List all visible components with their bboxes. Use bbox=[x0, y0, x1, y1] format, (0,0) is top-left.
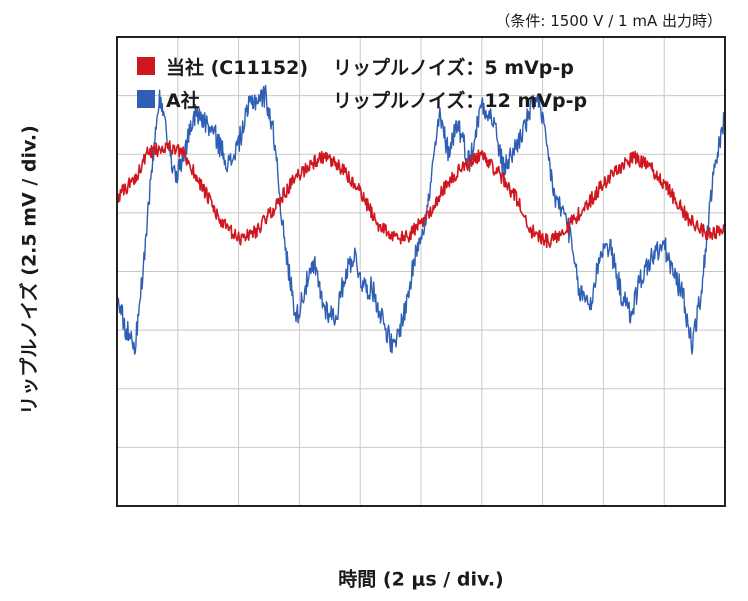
x-axis-label: 時間 (2 μs / div.) bbox=[338, 568, 504, 591]
chart-series bbox=[116, 84, 726, 355]
series-line-0 bbox=[116, 140, 726, 249]
plot-frame bbox=[116, 36, 726, 507]
series-line-1 bbox=[116, 84, 726, 355]
y-axis-label: リップルノイズ (2.5 mV / div.) bbox=[18, 125, 41, 415]
legend-swatch-1 bbox=[137, 90, 155, 108]
legend-series-1-name: A社 bbox=[166, 90, 200, 112]
legend-series-0-name: 当社 (C11152) bbox=[166, 57, 309, 79]
chart-grid bbox=[117, 37, 725, 506]
legend-series-0-ripple: リップルノイズ：5 mVp-p bbox=[333, 57, 574, 79]
condition-note: （条件: 1500 V / 1 mA 出力時） bbox=[495, 12, 722, 30]
legend-series-1-ripple: リップルノイズ：12 mVp-p bbox=[333, 90, 588, 112]
legend-swatch-0 bbox=[137, 57, 155, 75]
